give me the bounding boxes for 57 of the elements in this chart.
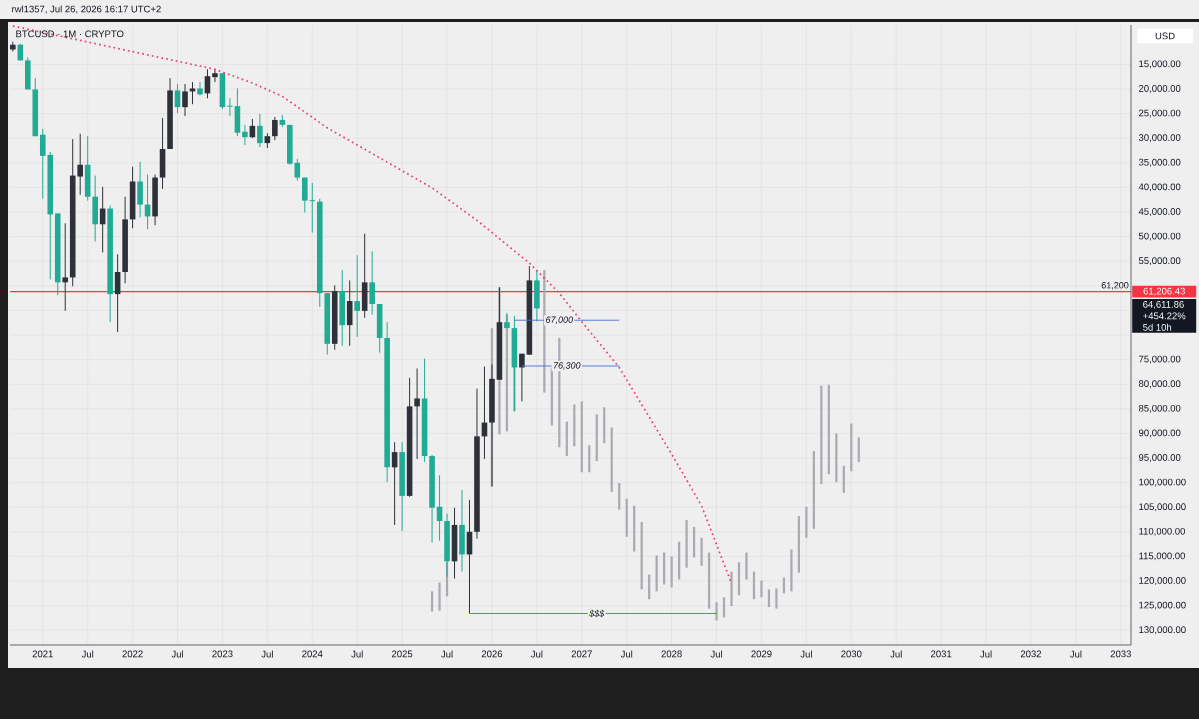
x-tick-label: Jul <box>800 650 812 658</box>
x-tick-label: 2033 <box>1110 650 1131 658</box>
x-tick-label: Jul <box>530 650 543 658</box>
x-tick-label: Jul <box>171 650 183 658</box>
y-tick-label: 20,000.00 <box>1139 85 1181 93</box>
chart-title: BTCUSD · 1M · CRYPTO <box>16 30 124 38</box>
y-tick-label: 50,000.00 <box>1138 232 1181 241</box>
y-tick-label: 30,000.00 <box>1138 134 1181 143</box>
text: 61,206.43 <box>1143 287 1185 296</box>
y-tick-label: 40,000.00 <box>1138 183 1181 192</box>
x-tick-label: Jul <box>441 650 453 658</box>
x-tick-label: Jul <box>890 650 902 658</box>
text: 5d 10h <box>1143 323 1172 331</box>
x-tick-label: Jul <box>351 650 363 658</box>
y-tick-label: 85,000.00 <box>1138 404 1181 413</box>
y-tick-label: 95,000.00 <box>1138 454 1181 462</box>
x-tick-label: Jul <box>261 650 273 658</box>
y-tick-label: 90,000.00 <box>1138 429 1181 438</box>
ref-line-label: 61,200 <box>1101 282 1129 290</box>
text: 64,611.86 <box>1143 301 1184 309</box>
annotation: 67,000 <box>546 316 574 324</box>
x-tick-label: 2028 <box>661 650 682 658</box>
annotation: $$$ <box>589 609 605 618</box>
y-axis-title: USD <box>1155 32 1175 40</box>
x-tick-label: 2022 <box>122 650 143 658</box>
y-tick-label: 25,000.00 <box>1139 109 1181 118</box>
x-tick-label: 2031 <box>931 650 952 658</box>
x-tick-label: 2030 <box>841 650 862 658</box>
y-tick-label: 100,000.00 <box>1139 478 1186 487</box>
y-tick-label: 125,000.00 <box>1139 601 1186 610</box>
y-tick-label: 105,000.00 <box>1139 503 1186 512</box>
y-tick-label: 55,000.00 <box>1138 257 1181 266</box>
x-tick-label: 2025 <box>392 650 413 658</box>
text: +454.22% <box>1143 312 1186 320</box>
chart-subtitle: rwl1357, Jul 26, 2026 16:17 UTC+2 <box>12 5 161 14</box>
y-tick-label: 45,000.00 <box>1138 208 1181 216</box>
y-tick-label: 15,000.00 <box>1139 60 1181 69</box>
x-tick-label: 2032 <box>1020 650 1042 658</box>
x-tick-label: Jul <box>710 650 722 658</box>
x-tick-label: Jul <box>81 650 94 658</box>
x-tick-label: Jul <box>980 650 992 658</box>
y-tick-label: 35,000.00 <box>1138 158 1181 167</box>
y-tick-label: 130,000.00 <box>1139 626 1186 635</box>
y-tick-label: 75,000.00 <box>1139 355 1181 364</box>
x-tick-label: 2024 <box>302 650 323 658</box>
x-tick-label: Jul <box>620 650 633 658</box>
x-tick-label: 2027 <box>571 650 592 658</box>
x-tick-label: 2026 <box>481 650 503 658</box>
y-tick-label: 120,000.00 <box>1139 577 1186 585</box>
x-tick-label: 2029 <box>751 650 772 658</box>
y-tick-label: 115,000.00 <box>1139 552 1185 561</box>
y-tick-label: 80,000.00 <box>1138 380 1181 389</box>
x-tick-label: 2023 <box>212 650 233 658</box>
x-tick-label: Jul <box>1069 650 1082 658</box>
y-tick-label: 110,000.00 <box>1139 527 1185 536</box>
x-tick-label: 2021 <box>32 650 53 658</box>
annotation: 76,300 <box>553 362 581 370</box>
